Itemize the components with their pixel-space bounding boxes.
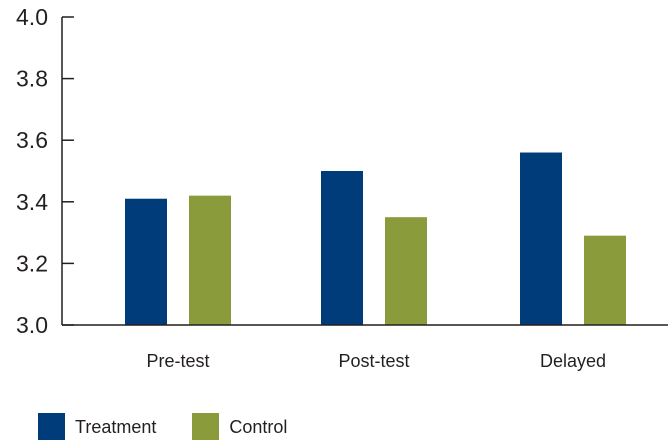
y-tick-label: 3.8 (16, 66, 48, 92)
legend-label-control: Control (229, 416, 288, 437)
legend: Treatment Control (38, 412, 323, 441)
y-tick-label: 3.0 (16, 312, 48, 338)
bar-treatment-delayed (520, 152, 562, 325)
x-category-label: Pre-test (146, 351, 209, 371)
legend-item-treatment: Treatment (38, 413, 156, 440)
bar-control-posttest (385, 217, 427, 325)
bar-control-pretest (189, 195, 231, 325)
legend-swatch-control (192, 413, 220, 440)
legend-swatch-treatment (38, 413, 65, 440)
y-tick-label: 3.4 (16, 189, 48, 215)
y-tick-label: 3.6 (16, 127, 48, 153)
legend-item-control: Control (192, 413, 287, 440)
x-category-label: Delayed (540, 351, 606, 371)
y-axis: 3.0 3.2 3.4 3.6 3.8 4.0 (16, 4, 74, 338)
bar-treatment-pretest (125, 198, 167, 325)
y-tick-label: 4.0 (16, 4, 48, 30)
legend-label-treatment: Treatment (75, 416, 157, 437)
y-tick-label: 3.2 (16, 250, 48, 276)
bars (125, 152, 626, 325)
bar-control-delayed (584, 235, 626, 325)
bar-treatment-posttest (321, 171, 363, 325)
x-axis: Pre-test Post-test Delayed (62, 324, 668, 371)
x-category-label: Post-test (338, 351, 409, 371)
